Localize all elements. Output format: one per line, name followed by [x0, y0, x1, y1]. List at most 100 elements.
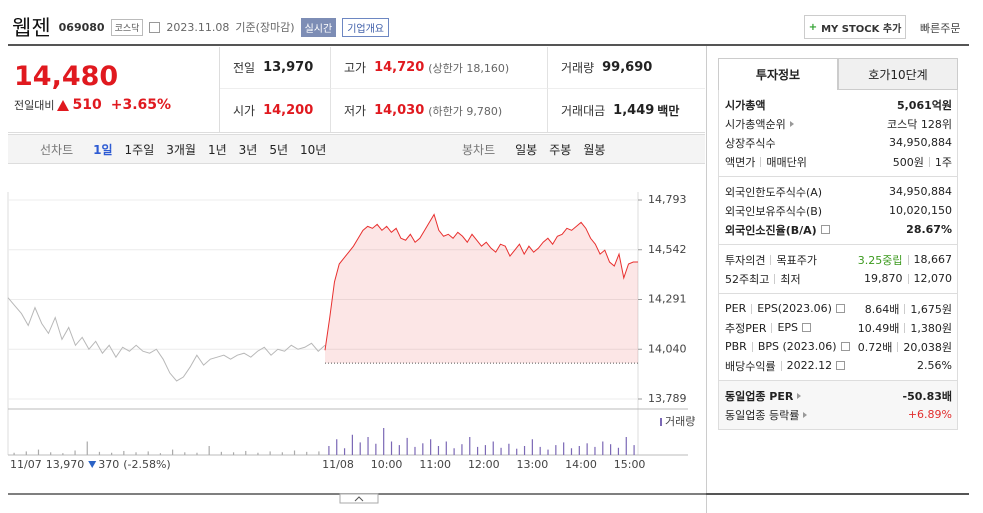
invest-value: 34,950,884 [889, 185, 952, 198]
volume-bar [484, 445, 487, 455]
invest-value: -50.83배 [903, 388, 952, 404]
period-tab[interactable]: 5년 [269, 142, 289, 157]
candle-tabs: 봉차트 일봉 주봉 월봉 [462, 135, 605, 163]
invest-label: 52주최고 최저 [725, 271, 801, 287]
value-text: 20,038원 [903, 340, 952, 354]
invest-value: 10.49배 1,380원 [858, 320, 952, 336]
invest-section: PER EPS(2023.06) 8.64배 1,675원 추정PER EPS 10.49배… [719, 293, 957, 380]
separator [904, 303, 906, 314]
invest-tabs: 투자정보 호가10단계 [718, 58, 958, 90]
realtime-button[interactable]: 실시간 [300, 17, 337, 37]
invest-label: 투자의견 목표주가 [725, 252, 817, 268]
invest-row: 배당수익률 2022.12 2.56% [725, 356, 952, 375]
quick-order[interactable]: 빠른주문 [920, 22, 961, 35]
help-icon[interactable] [835, 304, 845, 313]
label-text: BPS (2023.06) [757, 340, 837, 353]
mystock-button[interactable]: + MY STOCK 추가 [804, 15, 906, 39]
price-box: 14,480 전일대비 510 +3.65% [8, 47, 220, 133]
summary-value: 99,690 [602, 60, 653, 75]
arrow-icon[interactable] [797, 392, 802, 399]
label-text: 52주최고 [725, 272, 770, 286]
volume-bar [74, 450, 76, 455]
separator [904, 322, 906, 333]
candle-tab[interactable]: 월봉 [583, 142, 606, 157]
summary-value: 1,449 [613, 103, 655, 118]
label-text: 시가총액순위 [725, 117, 786, 131]
volume-bar [617, 447, 620, 455]
summary-cell: 전일 13,970 [220, 47, 330, 89]
invest-label: 시가총액 [725, 97, 765, 113]
period-tab[interactable]: 1주일 [124, 142, 155, 157]
volume-bar [98, 451, 101, 455]
x-tick-label: 13:00 [517, 458, 549, 471]
volume-bar [610, 444, 612, 455]
volume-bar [453, 448, 455, 455]
arrow-icon[interactable] [803, 411, 808, 418]
volume-bar [633, 445, 635, 455]
change-pct: +3.65% [110, 97, 172, 113]
value-text: 3.25중립 [857, 253, 903, 267]
summary-cell: 저가 14,030 (하한가 9,780) [330, 89, 547, 132]
volume-bar [123, 450, 125, 455]
volume-bar [135, 452, 137, 455]
period-tab[interactable]: 3년 [238, 142, 258, 157]
volume-bar [269, 451, 271, 455]
collapse-button[interactable] [339, 493, 379, 504]
price-line [7, 297, 326, 382]
volume-bar [547, 449, 549, 455]
y-tick-label: 14,291 [648, 293, 687, 306]
help-icon[interactable] [840, 342, 850, 351]
summary-note: (상한가 18,160) [428, 61, 510, 75]
volume-bar [159, 453, 162, 455]
summary-cell: 거래량 99,690 [547, 47, 705, 89]
volume-bar [13, 452, 15, 455]
volume-bar [171, 449, 174, 455]
label-text: 동일업종 등락률 [725, 408, 800, 422]
value-text: -50.83배 [902, 389, 952, 403]
prev-day-info: 370 [98, 458, 119, 471]
summary-label: 전일 [233, 61, 256, 75]
help-icon[interactable] [802, 323, 812, 332]
candle-tab[interactable]: 주봉 [549, 142, 572, 157]
label-text: 2022.12 [786, 359, 833, 372]
invest-row: 추정PER EPS 10.49배 1,380원 [725, 318, 952, 337]
invest-value: 10,020,150 [889, 204, 952, 217]
invest-label: 외국인한도주식수(A) [725, 184, 822, 200]
help-icon[interactable] [820, 225, 830, 234]
invest-row: 시가총액 5,061억원 [725, 95, 952, 114]
invest-tab[interactable]: 호가10단계 [838, 58, 958, 90]
period-tab[interactable]: 1년 [207, 142, 227, 157]
invest-row: 액면가 매매단위 500원 1주 [725, 152, 952, 171]
invest-label: 외국인소진율(B/A) [725, 222, 830, 238]
x-tick-label: 11/08 [322, 458, 354, 471]
invest-row: 외국인소진율(B/A) 28.67% [725, 220, 952, 239]
overview-dropdown[interactable]: 기업개요 [342, 17, 390, 37]
label-text: 시가총액 [725, 98, 766, 112]
help-icon[interactable] [836, 361, 846, 370]
arrow-icon[interactable] [789, 120, 794, 127]
volume-bar [437, 446, 440, 455]
invest-label: 시가총액순위 [725, 116, 794, 132]
invest-row: 52주최고 최저 19,870 12,070 [725, 269, 952, 288]
value-text: 1,675원 [910, 302, 952, 316]
label-text: PBR [725, 340, 747, 353]
separator [907, 273, 909, 284]
change: 510 [72, 97, 102, 113]
invest-tab[interactable]: 투자정보 [718, 58, 838, 90]
summary-cell: 거래대금 1,449 백만 [547, 89, 705, 132]
separator [897, 341, 899, 352]
x-tick-label: 10:00 [371, 458, 403, 471]
volume-bar [539, 446, 541, 455]
invest-row: 동일업종 등락률 +6.89% [725, 405, 952, 424]
y-tick-label: 14,793 [648, 193, 687, 206]
volume-legend-icon [660, 418, 662, 426]
invest-label: 상장주식수 [725, 135, 776, 151]
period-tab[interactable]: 3개월 [166, 142, 196, 157]
period-tab[interactable]: 10년 [300, 142, 327, 157]
period-tab[interactable]: 1일 [93, 142, 113, 157]
invest-value: 500원 1주 [893, 154, 952, 170]
candle-tab[interactable]: 일봉 [515, 142, 538, 157]
volume-label: 거래량 [665, 415, 695, 428]
invest-value: 2.56% [917, 359, 952, 372]
